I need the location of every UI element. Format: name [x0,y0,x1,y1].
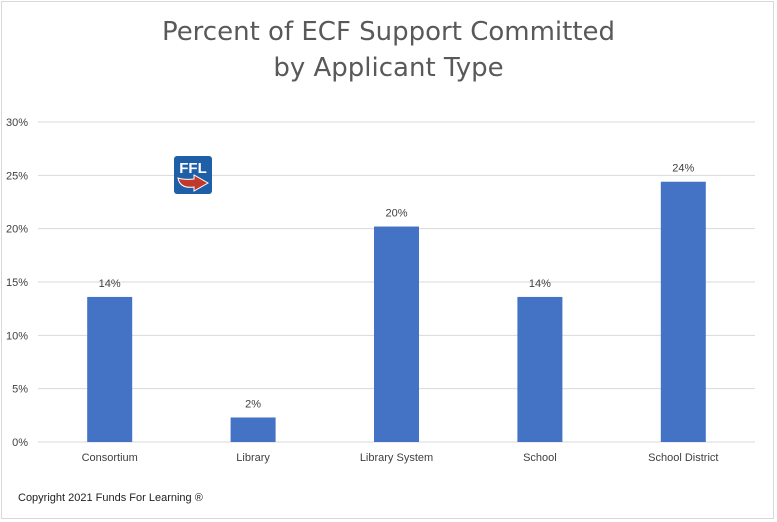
ffl-logo: FFL [174,156,212,194]
y-tick-label: 10% [6,330,28,342]
data-label: 14% [99,278,121,290]
bar [230,417,276,442]
bar [660,181,706,442]
x-tick-label: Library System [360,452,433,464]
y-tick-label: 5% [12,384,28,396]
bars [87,181,706,442]
data-label: 24% [672,163,694,175]
x-axis-ticks: Consortium Library Library System School Sch… [82,452,719,464]
chart-title-line-2: by Applicant Type [273,53,504,83]
x-tick-label: School District [648,452,718,464]
chart-title: Percent of ECF Support Committed by Appl… [0,14,777,86]
data-label: 14% [529,278,551,290]
data-labels: 14% 2% 20% 14% 24% [99,163,695,411]
x-tick-label: Library [236,452,270,464]
bar [517,296,563,442]
chart-title-line-1: Percent of ECF Support Committed [161,17,616,47]
bar [374,226,419,442]
data-label: 20% [385,208,407,220]
y-axis-ticks: 0% 5% 10% 15% 20% 25% 30% [6,117,28,449]
y-tick-label: 15% [6,277,28,289]
bar [87,296,133,442]
y-tick-label: 30% [6,117,28,129]
logo-text: FFL [179,160,207,177]
y-tick-label: 20% [6,224,28,236]
data-label: 2% [245,398,261,410]
x-tick-label: School [523,452,557,464]
y-tick-label: 25% [6,170,28,182]
logo-arrow [177,174,210,192]
x-tick-label: Consortium [82,452,138,464]
y-tick-label: 0% [12,437,28,449]
copyright-text: Copyright 2021 Funds For Learning ® [18,492,203,504]
